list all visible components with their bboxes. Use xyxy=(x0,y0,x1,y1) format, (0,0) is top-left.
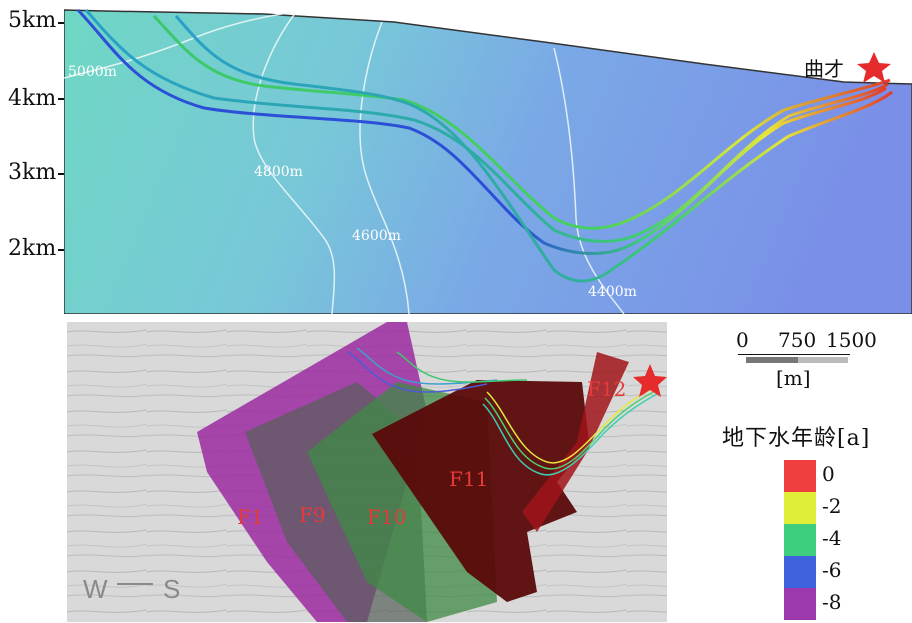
fault-label-f12: F12 xyxy=(587,377,626,401)
legend-swatch-1 xyxy=(784,492,816,524)
y-label-3km: 3km xyxy=(8,160,57,185)
cross-section-panel: 5000m 4800m 4600m 4400m 曲才 xyxy=(64,8,912,314)
fault-3d-panel: F1 F9 F10 F11 F12 W S xyxy=(67,322,667,622)
fault-label-f9: F9 xyxy=(299,503,326,527)
fault-label-f1: F1 xyxy=(237,505,264,529)
legend-label-2: -4 xyxy=(822,526,842,550)
legend-panel: 0 750 1500 [m] 地下水年龄[a] 0 -2 -4 -6 -8 xyxy=(690,324,912,623)
scale-unit: [m] xyxy=(776,366,811,390)
legend-swatch-4 xyxy=(784,588,816,620)
legend-swatch-0 xyxy=(784,460,816,492)
legend-label-4: -8 xyxy=(822,590,842,614)
fault-label-f11: F11 xyxy=(449,467,488,491)
y-label-2km: 2km xyxy=(8,236,57,261)
legend-item-1: -2 xyxy=(784,492,904,524)
y-tick-2km xyxy=(58,249,66,251)
fault-label-f10: F10 xyxy=(367,505,406,529)
star-icon xyxy=(857,52,891,83)
legend-swatch-2 xyxy=(784,524,816,556)
legend-item-0: 0 xyxy=(784,460,904,492)
legend-item-4: -8 xyxy=(784,588,904,620)
compass-south-label: S xyxy=(163,574,180,604)
contour-label-4800m: 4800m xyxy=(254,164,303,180)
y-tick-3km xyxy=(58,173,66,175)
y-tick-4km xyxy=(58,98,66,100)
scale-tick-0: 0 xyxy=(736,328,749,352)
legend-item-3: -6 xyxy=(784,556,904,588)
legend-swatch-3 xyxy=(784,556,816,588)
y-label-5km: 5km xyxy=(8,8,57,33)
scale-tick-750: 750 xyxy=(778,328,817,352)
legend-label-0: 0 xyxy=(822,462,835,486)
legend-label-3: -6 xyxy=(822,558,842,582)
legend-title: 地下水年龄[a] xyxy=(722,426,871,451)
contour-label-4600m: 4600m xyxy=(352,228,401,244)
compass-west-label: W xyxy=(83,574,108,604)
y-tick-5km xyxy=(58,22,66,24)
scale-bar xyxy=(738,354,850,363)
scale-tick-1500: 1500 xyxy=(826,328,877,352)
site-label-top: 曲才 xyxy=(804,57,844,81)
legend-label-1: -2 xyxy=(822,494,842,518)
star-icon xyxy=(633,364,667,397)
y-label-4km: 4km xyxy=(8,86,57,111)
legend-item-2: -4 xyxy=(784,524,904,556)
contour-label-4400m: 4400m xyxy=(588,284,637,300)
contour-label-5000m: 5000m xyxy=(68,64,117,80)
